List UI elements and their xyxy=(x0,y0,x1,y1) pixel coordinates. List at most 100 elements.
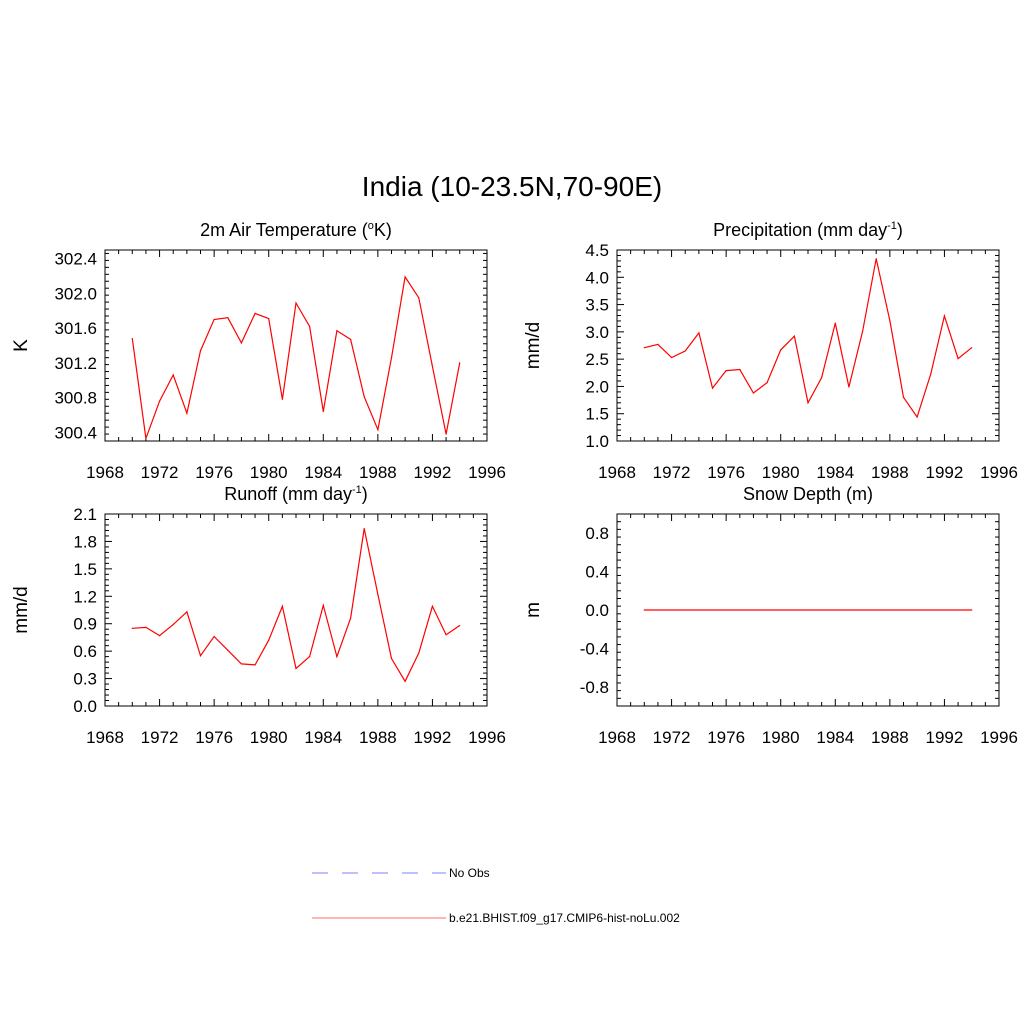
legend-label-2: b.e21.BHIST.f09_g17.CMIP6-hist-noLu.002 xyxy=(449,911,680,925)
x-tick-label: 1980 xyxy=(762,728,800,747)
data-point xyxy=(199,655,202,657)
y-tick-label: 0.6 xyxy=(73,642,97,661)
data-point xyxy=(875,258,877,260)
data-point xyxy=(957,357,959,360)
data-point xyxy=(971,609,973,611)
y-tick-label: 0.8 xyxy=(585,524,609,543)
data-point xyxy=(971,347,973,349)
y-tick-label: 302.0 xyxy=(54,284,97,303)
data-point xyxy=(445,433,447,435)
panel-title: Precipitation (mm day-1) xyxy=(713,220,903,240)
x-tick-label: 1996 xyxy=(468,728,506,747)
figure-title: India (10-23.5N,70-90E) xyxy=(362,171,662,202)
data-point xyxy=(377,429,379,431)
y-tick-label: 0.0 xyxy=(73,697,97,716)
y-axis-label: mm/d xyxy=(523,322,544,370)
data-point xyxy=(780,349,782,351)
data-point xyxy=(295,667,297,670)
panel-title: 2m Air Temperature (oK) xyxy=(200,220,392,240)
data-point xyxy=(459,362,461,364)
data-point xyxy=(404,276,406,278)
x-tick-label: 1992 xyxy=(414,728,452,747)
data-point xyxy=(213,635,215,638)
data-point xyxy=(698,332,700,334)
x-tick-label: 1992 xyxy=(926,463,964,482)
data-point xyxy=(145,626,147,628)
data-point xyxy=(281,398,283,400)
data-point xyxy=(336,330,338,332)
data-point xyxy=(227,649,229,651)
panel-title-end: ) xyxy=(362,484,368,504)
data-point xyxy=(309,325,311,327)
x-tick-label: 1976 xyxy=(707,728,745,747)
y-tick-label: 0.0 xyxy=(585,601,609,620)
panel-title-end: K) xyxy=(374,220,392,240)
y-tick-label: 301.6 xyxy=(54,319,97,338)
data-point xyxy=(848,386,850,388)
y-tick-label: 3.5 xyxy=(585,296,609,315)
y-tick-label: 2.5 xyxy=(585,350,609,369)
x-tick-label: 1976 xyxy=(707,463,745,482)
data-point xyxy=(752,392,755,394)
data-point xyxy=(322,410,324,413)
panel-title-end: ) xyxy=(897,220,903,240)
data-point xyxy=(418,297,420,299)
data-point xyxy=(834,322,836,324)
x-tick-label: 1988 xyxy=(871,728,909,747)
x-tick-label: 1996 xyxy=(980,728,1018,747)
data-point xyxy=(725,370,727,372)
data-point xyxy=(657,343,659,346)
y-tick-label: 1.5 xyxy=(585,405,609,424)
x-tick-label: 1984 xyxy=(304,463,342,482)
x-tick-label: 1984 xyxy=(304,728,342,747)
panel-title-main: Precipitation (mm day xyxy=(713,220,887,240)
data-point xyxy=(916,416,918,418)
panel-title-main: Snow Depth (m) xyxy=(743,484,873,504)
data-point xyxy=(172,374,174,376)
y-tick-label: 1.8 xyxy=(73,532,97,551)
data-point xyxy=(281,605,283,607)
data-point xyxy=(643,347,645,349)
data-point xyxy=(861,330,864,332)
data-point xyxy=(821,377,823,379)
x-tick-label: 1988 xyxy=(359,463,397,482)
panel-title-superscript: -1 xyxy=(887,220,897,232)
y-tick-label: 3.0 xyxy=(585,323,609,342)
panel-title-main: Runoff (mm day xyxy=(224,484,352,504)
data-point xyxy=(240,342,243,344)
data-point xyxy=(445,634,447,636)
x-tick-label: 1988 xyxy=(359,728,397,747)
y-tick-label: 2.0 xyxy=(585,377,609,396)
data-point xyxy=(793,335,795,337)
y-tick-label: 0.3 xyxy=(73,670,97,689)
data-point xyxy=(711,387,714,389)
data-point xyxy=(930,373,932,375)
x-tick-label: 1968 xyxy=(598,728,636,747)
panel-title-superscript: o xyxy=(368,220,374,232)
data-point xyxy=(158,400,161,402)
panel-title-superscript: -1 xyxy=(352,484,362,496)
data-point xyxy=(322,604,324,607)
data-point xyxy=(377,593,379,596)
y-tick-label: 300.8 xyxy=(54,389,97,408)
chart-panel-2: 1968 1972 1976 1980 1984 1988 1992 1996 1.0 1.5 2.… xyxy=(523,220,1018,482)
y-tick-label: 0.4 xyxy=(585,563,609,582)
y-tick-label: -0.4 xyxy=(580,639,609,658)
data-point xyxy=(684,350,686,352)
y-axis-label: mm/d xyxy=(11,586,32,634)
chart-panel-3: 1968 1972 1976 1980 1984 1988 1992 1996 0.0 0.3 0.… xyxy=(11,484,506,747)
data-point xyxy=(431,605,434,607)
panel-title-main: 2m Air Temperature ( xyxy=(200,220,368,240)
x-tick-label: 1980 xyxy=(250,728,288,747)
data-point xyxy=(336,656,338,658)
data-point xyxy=(186,611,188,613)
x-tick-label: 1992 xyxy=(926,728,964,747)
x-tick-label: 1984 xyxy=(816,728,854,747)
x-tick-label: 1968 xyxy=(86,728,124,747)
data-point xyxy=(390,657,393,660)
data-point xyxy=(739,368,741,371)
x-tick-label: 1976 xyxy=(195,463,233,482)
data-point xyxy=(213,318,215,321)
